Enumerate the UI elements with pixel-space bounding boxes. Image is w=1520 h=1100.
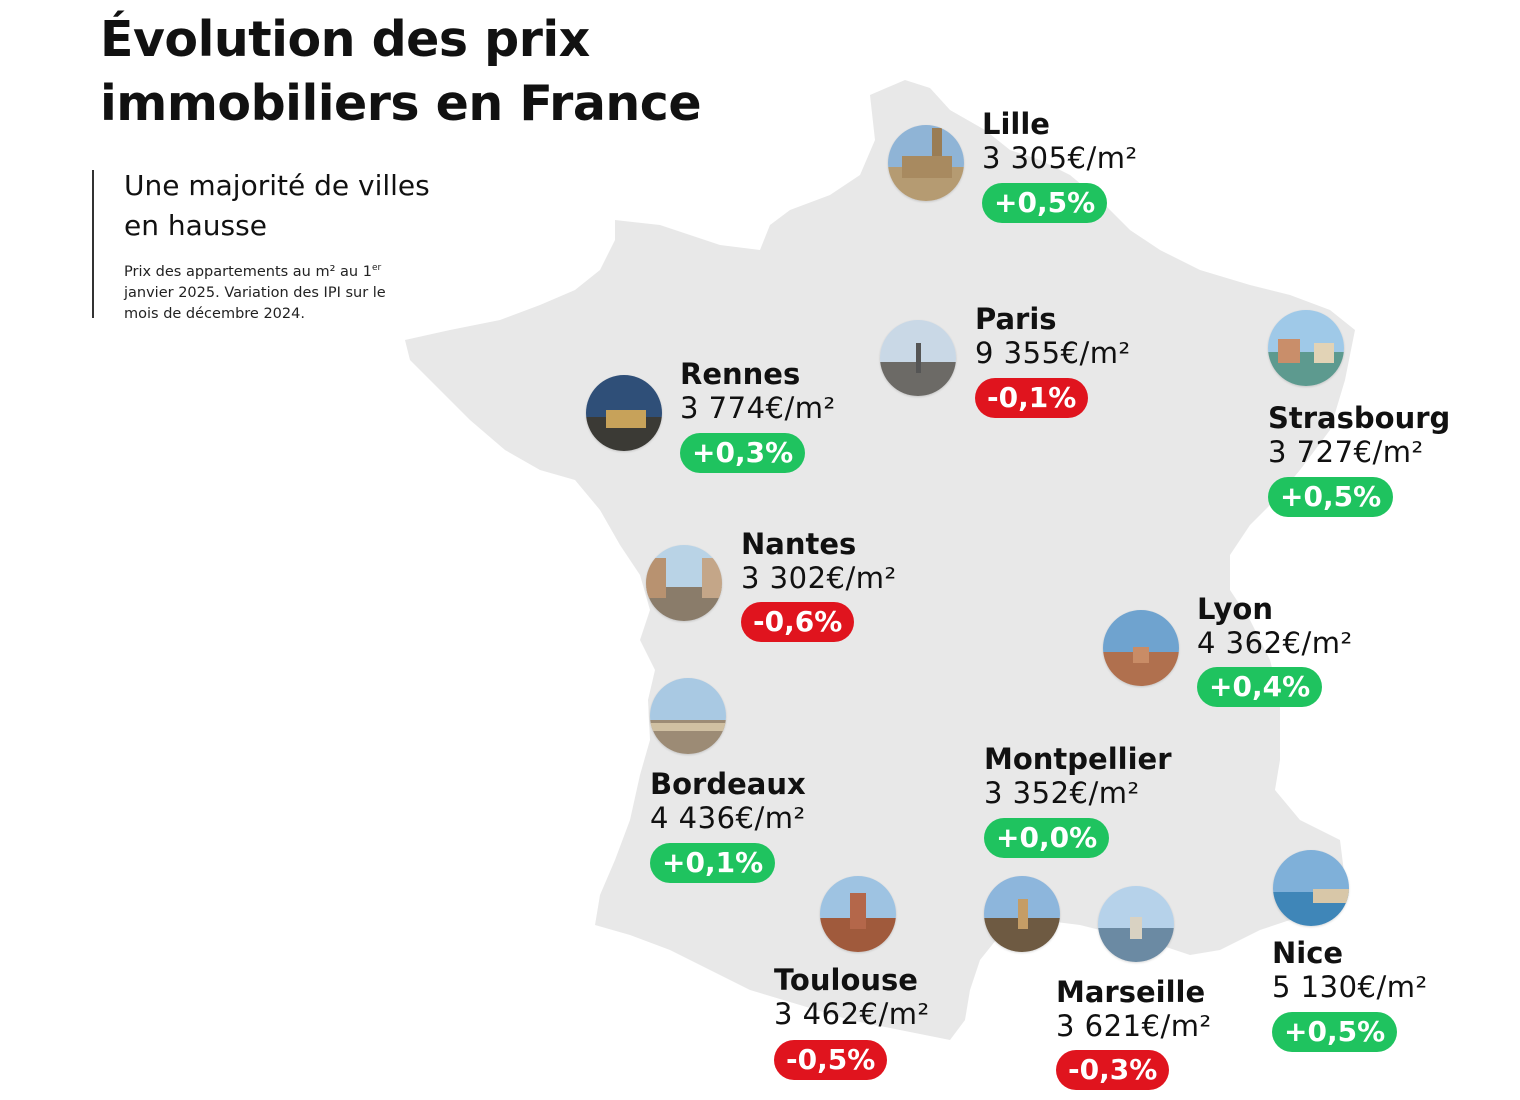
title-line-1: Évolution des prix xyxy=(100,11,590,68)
city-photo xyxy=(1268,310,1344,386)
city-photo xyxy=(984,876,1060,952)
city-price: 4 362€/m² xyxy=(1197,626,1353,660)
city-price: 3 352€/m² xyxy=(984,776,1140,810)
city-price: 3 462€/m² xyxy=(774,997,930,1031)
city-name: Montpellier xyxy=(984,742,1172,776)
change-badge: +0,1% xyxy=(650,843,776,883)
city-photo xyxy=(820,876,896,952)
city-name: Paris xyxy=(975,302,1057,336)
city-name: Nice xyxy=(1272,936,1344,970)
city-photo xyxy=(586,375,662,451)
change-badge: -0,1% xyxy=(975,378,1089,418)
change-badge: -0,5% xyxy=(774,1040,888,1080)
change-badge: +0,4% xyxy=(1197,667,1323,707)
city-price: 9 355€/m² xyxy=(975,336,1131,370)
city-name: Strasbourg xyxy=(1268,401,1451,435)
subtitle-block: Une majorité de villes en hausse Prix de… xyxy=(92,169,512,322)
city-price: 3 727€/m² xyxy=(1268,435,1424,469)
city-name: Marseille xyxy=(1056,975,1206,1009)
note-part-1: Prix des appartements au m² au 1 xyxy=(124,263,372,280)
city-photo xyxy=(880,320,956,396)
change-badge: +0,0% xyxy=(984,818,1110,858)
city-photo xyxy=(1103,610,1179,686)
city-name: Bordeaux xyxy=(650,767,806,801)
change-badge: +0,5% xyxy=(982,183,1108,223)
city-price: 3 302€/m² xyxy=(741,561,897,595)
subtitle-line-1: Une majorité de villes xyxy=(124,169,430,202)
france-silhouette xyxy=(405,80,1355,1040)
city-price: 5 130€/m² xyxy=(1272,970,1428,1004)
city-name: Lille xyxy=(982,107,1050,141)
change-badge: -0,6% xyxy=(741,602,855,642)
page-title: Évolution des prix immobiliers en France xyxy=(100,8,780,136)
city-price: 3 774€/m² xyxy=(680,391,836,425)
change-badge: +0,5% xyxy=(1268,477,1394,517)
methodology-note: Prix des appartements au m² au 1er janvi… xyxy=(124,258,414,325)
city-name: Lyon xyxy=(1197,592,1273,626)
change-badge: +0,5% xyxy=(1272,1012,1398,1052)
city-photo xyxy=(888,125,964,201)
city-price: 4 436€/m² xyxy=(650,801,806,835)
city-price: 3 305€/m² xyxy=(982,141,1138,175)
city-name: Nantes xyxy=(741,527,857,561)
title-line-2: immobiliers en France xyxy=(100,75,702,132)
change-badge: -0,3% xyxy=(1056,1050,1170,1090)
city-name: Rennes xyxy=(680,357,801,391)
subtitle: Une majorité de villes en hausse xyxy=(124,166,512,246)
city-photo xyxy=(650,678,726,754)
city-photo xyxy=(1273,850,1349,926)
subtitle-line-2: en hausse xyxy=(124,209,267,242)
city-price: 3 621€/m² xyxy=(1056,1009,1212,1043)
note-superscript: er xyxy=(371,263,382,273)
city-photo xyxy=(1098,886,1174,962)
city-photo xyxy=(646,545,722,621)
change-badge: +0,3% xyxy=(680,433,806,473)
city-name: Toulouse xyxy=(774,963,918,997)
note-part-2: janvier 2025. Variation des IPI sur le m… xyxy=(124,284,386,322)
